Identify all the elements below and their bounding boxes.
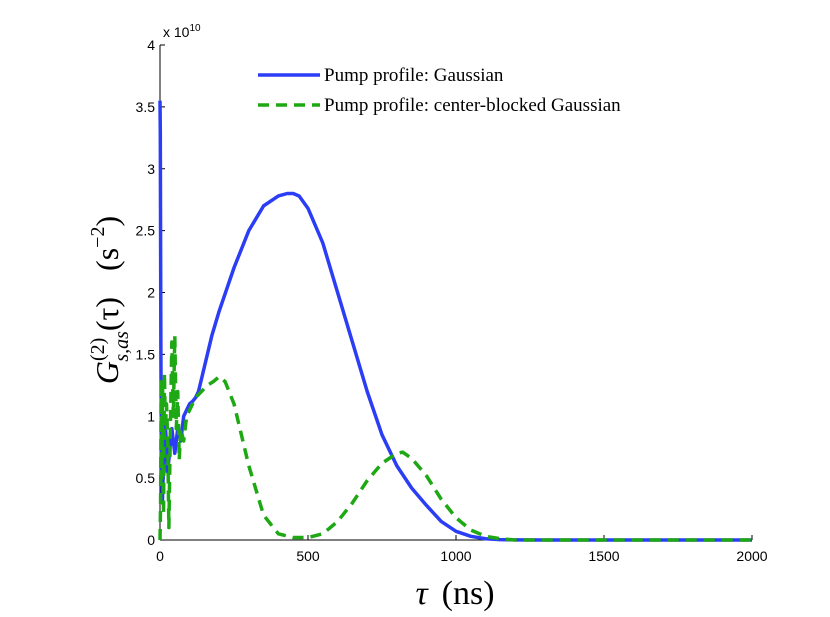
y-label-sup: (2) [87,338,109,361]
x-tick-label: 2000 [736,548,767,564]
y-label-sub: s,as [111,331,133,362]
svg-text:G(2)s,as(τ)(s−2): G(2) s,as(τ) (s−2) [87,216,133,384]
y-label-unit-close: ) [89,216,125,227]
y-label-unit-open: (s [89,248,125,271]
y-tick-label: 2 [147,285,155,301]
series-layer [158,100,752,542]
x-tick-label: 500 [296,548,320,564]
x-tick-label: 0 [156,548,164,564]
x-axis-label: τ (ns) [415,575,494,612]
x-axis-label-unit: (ns) [442,575,495,612]
x-tick-label: 1000 [440,548,471,564]
y-ticks: 0 0.5 1 1.5 2 2.5 3 3.5 4 [136,37,165,548]
x-ticks: 0 500 1000 1500 2000 [156,535,768,564]
axes [159,45,752,541]
y-multiplier-base: x 10 [163,24,190,40]
y-label-arg: (τ) [89,297,125,331]
y-tick-label: 0 [147,532,155,548]
x-tick-label: 1500 [588,548,619,564]
y-tick-label: 1 [147,408,155,424]
y-label-unit-exp: −2 [87,227,109,248]
y-tick-label: 1.5 [136,346,156,362]
y-tick-label: 3.5 [136,99,156,115]
y-tick-label: 3 [147,161,155,177]
x-axis-label-symbol: τ [415,575,429,612]
legend-label-gaussian: Pump profile: Gaussian [324,65,504,86]
y-multiplier: x 1010 [163,23,201,40]
y-tick-label: 0.5 [136,470,156,486]
legend-label-center-blocked: Pump profile: center-blocked Gaussian [324,95,621,116]
legend: Pump profile: Gaussian Pump profile: cen… [258,65,621,116]
series-line-gaussian [158,100,752,542]
y-tick-label: 4 [147,37,155,53]
y-tick-label: 2.5 [136,223,156,239]
y-multiplier-exp: 10 [189,23,201,34]
y-label-g: G [89,361,125,384]
series-line-center-blocked [158,334,752,542]
y-axis-label: G(2) s,as(τ) (s−2) [87,216,133,384]
